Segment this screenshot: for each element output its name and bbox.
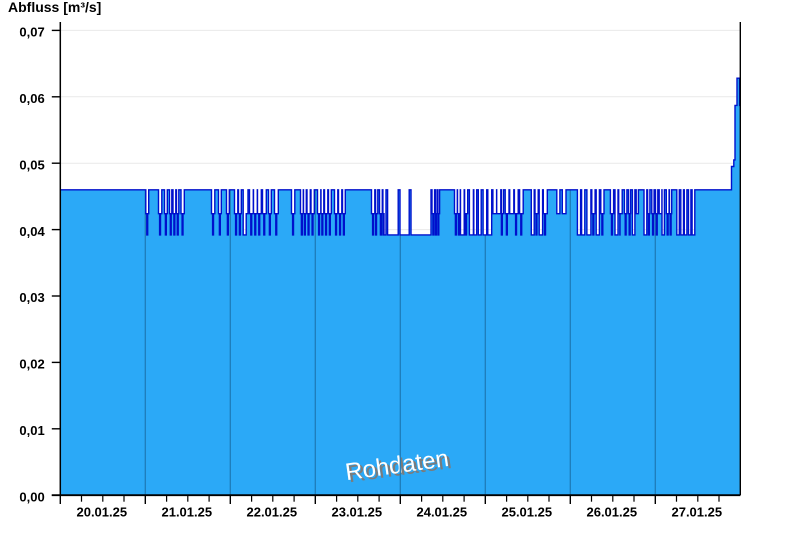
svg-text:0,07: 0,07	[19, 25, 44, 40]
svg-text:26.01.25: 26.01.25	[586, 505, 637, 520]
svg-text:0,01: 0,01	[19, 423, 44, 438]
svg-text:27.01.25: 27.01.25	[671, 505, 722, 520]
svg-text:Abfluss [m³/s]: Abfluss [m³/s]	[8, 0, 101, 15]
svg-text:21.01.25: 21.01.25	[161, 505, 212, 520]
svg-text:23.01.25: 23.01.25	[331, 505, 382, 520]
svg-text:24.01.25: 24.01.25	[416, 505, 467, 520]
svg-text:0,04: 0,04	[19, 224, 45, 239]
svg-text:25.01.25: 25.01.25	[501, 505, 552, 520]
svg-text:22.01.25: 22.01.25	[246, 505, 297, 520]
svg-text:20.01.25: 20.01.25	[76, 505, 127, 520]
svg-text:0,05: 0,05	[19, 157, 44, 172]
svg-text:0,00: 0,00	[19, 489, 44, 504]
svg-text:0,03: 0,03	[19, 290, 44, 305]
svg-text:0,06: 0,06	[19, 91, 44, 106]
svg-text:0,02: 0,02	[19, 357, 44, 372]
